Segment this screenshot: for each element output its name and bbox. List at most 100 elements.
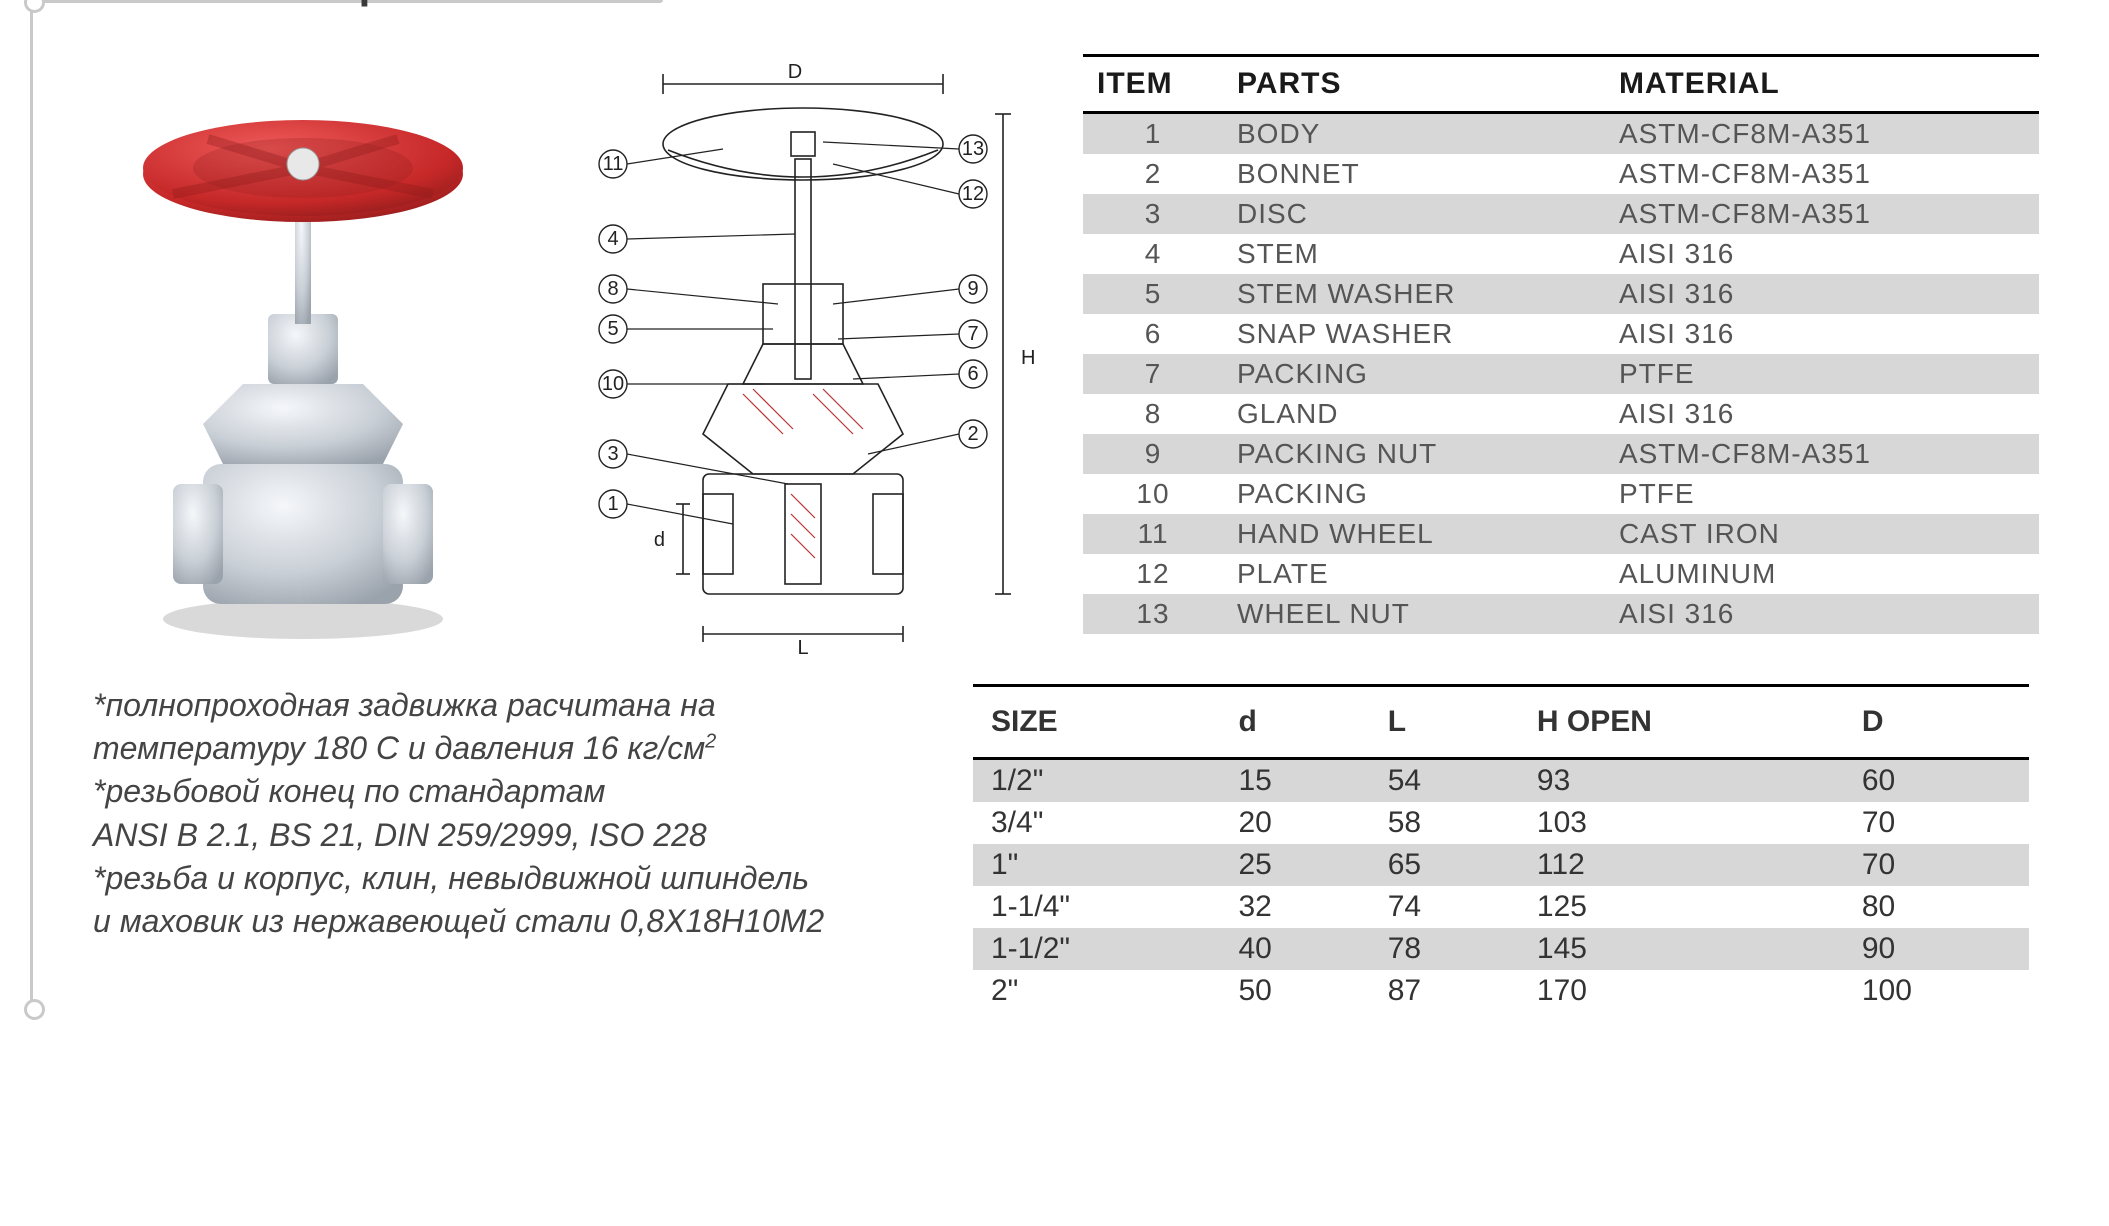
- table-row: 5STEM WASHERAISI 316: [1083, 274, 2039, 314]
- table-row: 1BODYASTM-CF8M-A351: [1083, 113, 2039, 155]
- parts-cell-item: 4: [1083, 234, 1223, 274]
- table-row: 6SNAP WASHERAISI 316: [1083, 314, 2039, 354]
- size-cell-D: 100: [1844, 970, 2029, 1012]
- callout-label: 12: [962, 183, 984, 205]
- table-row: 1-1/4"327412580: [973, 886, 2029, 928]
- table-row: 3/4"205810370: [973, 802, 2029, 844]
- parts-cell-parts: PACKING NUT: [1223, 434, 1605, 474]
- parts-cell-item: 10: [1083, 474, 1223, 514]
- size-cell-D: 60: [1844, 759, 2029, 803]
- note-line: температуру 180 С и давления 16 кг/см2: [93, 727, 913, 770]
- parts-cell-parts: SNAP WASHER: [1223, 314, 1605, 354]
- table-row: 4STEMAISI 316: [1083, 234, 2039, 274]
- table-row: 8GLANDAISI 316: [1083, 394, 2039, 434]
- size-cell-L: 87: [1370, 970, 1519, 1012]
- table-row: 13WHEEL NUTAISI 316: [1083, 594, 2039, 634]
- parts-cell-material: PTFE: [1605, 354, 2039, 394]
- product-photo: [103, 54, 503, 654]
- note-line: и маховик из нержавеющей стали 0,8Х18Н10…: [93, 900, 913, 943]
- parts-cell-parts: PLATE: [1223, 554, 1605, 594]
- table-row: 9PACKING NUTASTM-CF8M-A351: [1083, 434, 2039, 474]
- parts-cell-item: 2: [1083, 154, 1223, 194]
- top-row: D H L d: [33, 54, 2079, 654]
- size-th-L: L: [1370, 686, 1519, 759]
- parts-cell-parts: PACKING: [1223, 354, 1605, 394]
- size-th-size: SIZE: [973, 686, 1220, 759]
- table-row: 10PACKINGPTFE: [1083, 474, 2039, 514]
- table-row: 11HAND WHEELCAST IRON: [1083, 514, 2039, 554]
- callout-label: 2: [967, 423, 978, 445]
- parts-cell-item: 13: [1083, 594, 1223, 634]
- table-row: 2"5087170100: [973, 970, 2029, 1012]
- size-cell-d: 50: [1220, 970, 1369, 1012]
- size-cell-d: 20: [1220, 802, 1369, 844]
- size-cell-L: 54: [1370, 759, 1519, 803]
- dim-L: L: [797, 637, 808, 654]
- callout-label: 3: [607, 443, 618, 465]
- size-cell-size: 1-1/2": [973, 928, 1220, 970]
- bottom-row: *полнопроходная задвижка расчитана на те…: [33, 684, 2079, 1012]
- callout-label: 7: [967, 323, 978, 345]
- size-cell-D: 70: [1844, 844, 2029, 886]
- parts-cell-item: 11: [1083, 514, 1223, 554]
- size-cell-size: 1/2": [973, 759, 1220, 803]
- parts-cell-material: AISI 316: [1605, 234, 2039, 274]
- parts-cell-material: AISI 316: [1605, 274, 2039, 314]
- notes-block: *полнопроходная задвижка расчитана на те…: [93, 684, 913, 943]
- parts-cell-item: 9: [1083, 434, 1223, 474]
- parts-cell-material: ASTM-CF8M-A351: [1605, 154, 2039, 194]
- callout-label: 10: [602, 373, 624, 395]
- callout-label: 9: [967, 278, 978, 300]
- parts-cell-material: ASTM-CF8M-A351: [1605, 194, 2039, 234]
- size-cell-L: 78: [1370, 928, 1519, 970]
- dim-d: d: [654, 529, 665, 551]
- size-cell-D: 70: [1844, 802, 2029, 844]
- size-cell-d: 25: [1220, 844, 1369, 886]
- parts-cell-parts: GLAND: [1223, 394, 1605, 434]
- size-cell-d: 32: [1220, 886, 1369, 928]
- size-cell-D: 90: [1844, 928, 2029, 970]
- size-cell-size: 2": [973, 970, 1220, 1012]
- parts-cell-material: ASTM-CF8M-A351: [1605, 434, 2039, 474]
- callout-label: 8: [607, 278, 618, 300]
- table-row: 1"256511270: [973, 844, 2029, 886]
- page-frame: Размер: 1/2" ~ 2": [30, 0, 2079, 1012]
- table-row: 2BONNETASTM-CF8M-A351: [1083, 154, 2039, 194]
- note-superscript: 2: [705, 731, 716, 753]
- technical-diagram: D H L d: [533, 54, 1053, 654]
- parts-th-item: ITEM: [1083, 56, 1223, 113]
- note-line: *полнопроходная задвижка расчитана на: [93, 684, 913, 727]
- dim-H: H: [1021, 347, 1035, 369]
- table-row: 12PLATEALUMINUM: [1083, 554, 2039, 594]
- size-cell-d: 40: [1220, 928, 1369, 970]
- parts-cell-item: 8: [1083, 394, 1223, 434]
- size-table-wrap: SIZE d L H OPEN D 1/2"155493603/4"205810…: [973, 684, 2079, 1012]
- parts-table: ITEM PARTS MATERIAL 1BODYASTM-CF8M-A3512…: [1083, 54, 2039, 634]
- table-row: 3DISCASTM-CF8M-A351: [1083, 194, 2039, 234]
- size-cell-L: 58: [1370, 802, 1519, 844]
- parts-cell-item: 5: [1083, 274, 1223, 314]
- size-cell-H: 125: [1519, 886, 1844, 928]
- parts-cell-material: ALUMINUM: [1605, 554, 2039, 594]
- parts-cell-material: ASTM-CF8M-A351: [1605, 113, 2039, 155]
- parts-cell-parts: HAND WHEEL: [1223, 514, 1605, 554]
- parts-th-parts: PARTS: [1223, 56, 1605, 113]
- parts-cell-parts: DISC: [1223, 194, 1605, 234]
- callout-label: 5: [607, 318, 618, 340]
- page-title: Размер: 1/2" ~ 2": [233, 0, 2109, 8]
- size-cell-H: 145: [1519, 928, 1844, 970]
- parts-cell-material: CAST IRON: [1605, 514, 2039, 554]
- size-cell-size: 3/4": [973, 802, 1220, 844]
- size-cell-L: 65: [1370, 844, 1519, 886]
- note-line: *резьба и корпус, клин, невыдвижной шпин…: [93, 857, 913, 900]
- size-cell-H: 103: [1519, 802, 1844, 844]
- table-row: 1/2"15549360: [973, 759, 2029, 803]
- callout-label: 6: [967, 363, 978, 385]
- parts-cell-parts: WHEEL NUT: [1223, 594, 1605, 634]
- dim-D: D: [788, 61, 802, 83]
- parts-cell-item: 3: [1083, 194, 1223, 234]
- note-line: ANSI B 2.1, BS 21, DIN 259/2999, ISO 228: [93, 814, 913, 857]
- parts-cell-parts: BONNET: [1223, 154, 1605, 194]
- parts-cell-material: PTFE: [1605, 474, 2039, 514]
- parts-cell-parts: BODY: [1223, 113, 1605, 155]
